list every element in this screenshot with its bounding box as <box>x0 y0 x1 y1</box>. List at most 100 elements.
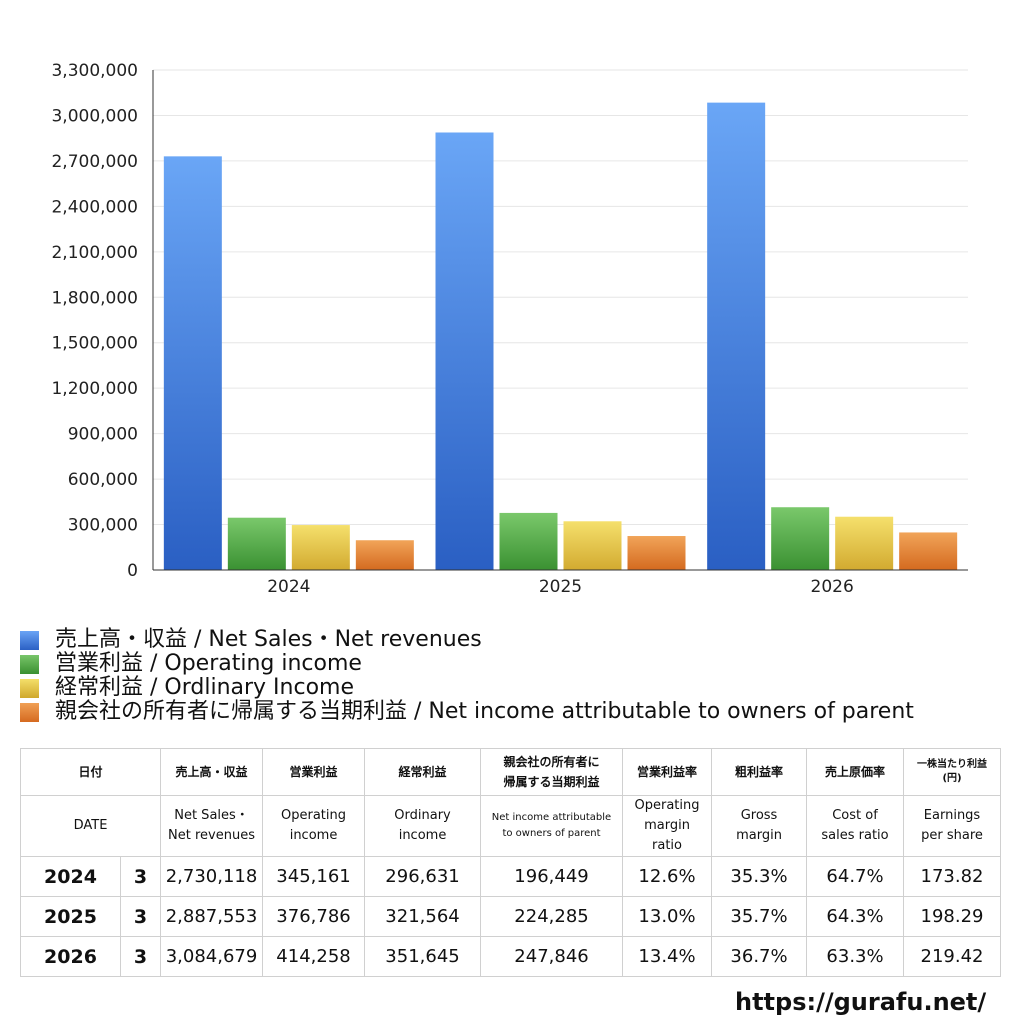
cell-operating: 414,258 <box>262 936 366 977</box>
header-sales-en-line1: Net Sales・ <box>174 808 249 823</box>
bar-net-income-2026 <box>899 532 958 570</box>
legend-swatch-operating-income <box>20 654 39 674</box>
header-operating-jp: 営業利益 <box>262 748 366 796</box>
cell-op-margin: 12.6% <box>622 856 713 897</box>
header-op-margin-en-line2: margin <box>644 818 690 833</box>
cell-eps: 219.42 <box>903 936 1002 977</box>
header-operating-en-line2: income <box>289 828 338 843</box>
header-gross-en: Gross margin <box>711 795 808 857</box>
bar-ordinary-income-2024 <box>291 525 350 570</box>
header-net-jp: 親会社の所有者に 帰属する当期利益 <box>480 748 624 796</box>
legend-swatch-ordinary-income <box>20 678 39 698</box>
cell-net: 196,449 <box>480 856 624 897</box>
bar-ordinary-income-2026 <box>835 516 894 570</box>
header-gross-en-line2: margin <box>736 828 782 843</box>
table-header-row-en: DATE Net Sales・ Net revenues Operating i… <box>19 795 1002 857</box>
header-op-margin-en: Operating margin ratio <box>622 795 713 857</box>
header-eps-en-line1: Earnings <box>923 808 981 823</box>
header-sales-en: Net Sales・ Net revenues <box>160 795 264 857</box>
cell-gross: 35.3% <box>711 856 808 897</box>
header-eps-jp-line2: (円) <box>942 773 962 784</box>
y-tick-label: 0 <box>127 561 138 581</box>
x-tick-label: 2026 <box>811 577 854 597</box>
legend-label-net-sales: 売上高・収益 / Net Sales・Net revenues <box>55 627 482 652</box>
cell-gross: 35.7% <box>711 896 808 937</box>
header-net-en-line1: Net income attributable <box>491 812 612 823</box>
site-url: https://gurafu.net/ <box>735 988 987 1016</box>
chart-legend: 売上高・収益 / Net Sales・Net revenues 営業利益 / O… <box>20 628 1010 724</box>
bar-net-sales-2024 <box>163 156 222 570</box>
cell-ordinary: 351,645 <box>364 936 482 977</box>
header-cost-en-line2: sales ratio <box>821 828 889 843</box>
header-cost-en-line1: Cost of <box>832 808 878 823</box>
cell-cost: 63.3% <box>806 936 905 977</box>
y-tick-label: 1,200,000 <box>51 379 138 399</box>
header-date-en: DATE <box>19 795 162 857</box>
header-operating-en-line1: Operating <box>281 808 347 823</box>
header-net-jp-line1: 親会社の所有者に <box>503 755 600 769</box>
cell-eps: 198.29 <box>903 896 1002 937</box>
header-ordinary-en-line1: Ordinary <box>394 808 451 823</box>
header-net-jp-line2: 帰属する当期利益 <box>503 775 600 789</box>
table-row: 2025 3 2,887,553 376,786 321,564 224,285… <box>20 896 1002 937</box>
cell-ordinary: 296,631 <box>364 856 482 897</box>
header-sales-jp: 売上高・収益 <box>160 748 264 796</box>
header-ordinary-jp: 経常利益 <box>364 748 482 796</box>
bar-net-sales-2026 <box>707 102 766 571</box>
header-op-margin-jp: 営業利益率 <box>622 748 713 796</box>
header-date-jp: 日付 <box>19 748 162 796</box>
header-op-margin-en-line3: ratio <box>652 838 682 853</box>
header-cost-en: Cost of sales ratio <box>806 795 905 857</box>
bar-operating-income-2026 <box>771 507 830 570</box>
header-op-margin-en-line1: Operating <box>634 798 700 813</box>
cell-month: 3 <box>119 936 162 977</box>
x-tick-label: 2024 <box>267 577 310 597</box>
bar-net-income-2025 <box>627 536 686 570</box>
cell-sales: 2,887,553 <box>160 896 264 937</box>
bar-net-income-2024 <box>355 540 414 570</box>
header-sales-en-line2: Net revenues <box>168 828 255 843</box>
header-eps-en-line2: per share <box>921 828 983 843</box>
y-axis-tick-labels: 3,300,000 3,000,000 2,700,000 2,400,000 2,10… <box>51 61 138 581</box>
legend-swatch-net-income <box>20 702 39 722</box>
cell-op-margin: 13.4% <box>622 936 713 977</box>
header-gross-en-line1: Gross <box>740 808 778 823</box>
cell-cost: 64.3% <box>806 896 905 937</box>
bar-net-sales-2025 <box>435 132 494 570</box>
legend-item-ordinary-income: 経常利益 / Ordlinary Income <box>20 676 1010 700</box>
legend-item-net-sales: 売上高・収益 / Net Sales・Net revenues <box>20 628 1010 652</box>
bar-chart: 3,300,000 3,000,000 2,700,000 2,400,000 2,10… <box>51 61 968 597</box>
cell-operating: 376,786 <box>262 896 366 937</box>
chart-gridlines <box>153 69 968 526</box>
bar-operating-income-2025 <box>499 512 558 570</box>
financial-data-table: 日付 売上高・収益 営業利益 経常利益 親会社の所有者に 帰属する当期利益 営業… <box>19 748 1002 977</box>
y-tick-label: 2,400,000 <box>51 197 138 217</box>
header-eps-en: Earnings per share <box>903 795 1002 857</box>
legend-label-ordinary-income: 経常利益 / Ordlinary Income <box>55 675 354 700</box>
y-tick-label: 1,800,000 <box>51 288 138 308</box>
cell-net: 224,285 <box>480 896 624 937</box>
cell-gross: 36.7% <box>711 936 808 977</box>
cell-operating: 345,161 <box>262 856 366 897</box>
cell-month: 3 <box>119 856 162 897</box>
cell-eps: 173.82 <box>903 856 1002 897</box>
table-header-row-jp: 日付 売上高・収益 営業利益 経常利益 親会社の所有者に 帰属する当期利益 営業… <box>19 748 1002 796</box>
legend-label-operating-income: 営業利益 / Operating income <box>55 651 362 676</box>
cell-sales: 3,084,679 <box>160 936 264 977</box>
cell-op-margin: 13.0% <box>622 896 713 937</box>
header-net-en-line2: to owners of parent <box>502 828 601 839</box>
chart-bars <box>163 102 958 571</box>
y-tick-label: 2,100,000 <box>51 243 138 263</box>
legend-item-operating-income: 営業利益 / Operating income <box>20 652 1010 676</box>
cell-sales: 2,730,118 <box>160 856 264 897</box>
header-operating-en: Operating income <box>262 795 366 857</box>
y-tick-label: 3,300,000 <box>51 61 138 81</box>
y-tick-label: 1,500,000 <box>51 334 138 354</box>
y-tick-label: 2,700,000 <box>51 152 138 172</box>
y-tick-label: 3,000,000 <box>51 106 138 126</box>
cell-month: 3 <box>119 896 162 937</box>
legend-swatch-net-sales <box>20 630 39 650</box>
legend-item-net-income: 親会社の所有者に帰属する当期利益 / Net income attributab… <box>20 700 1010 724</box>
bar-operating-income-2024 <box>227 517 286 570</box>
x-axis-tick-labels: 2024 2025 2026 <box>267 577 854 597</box>
